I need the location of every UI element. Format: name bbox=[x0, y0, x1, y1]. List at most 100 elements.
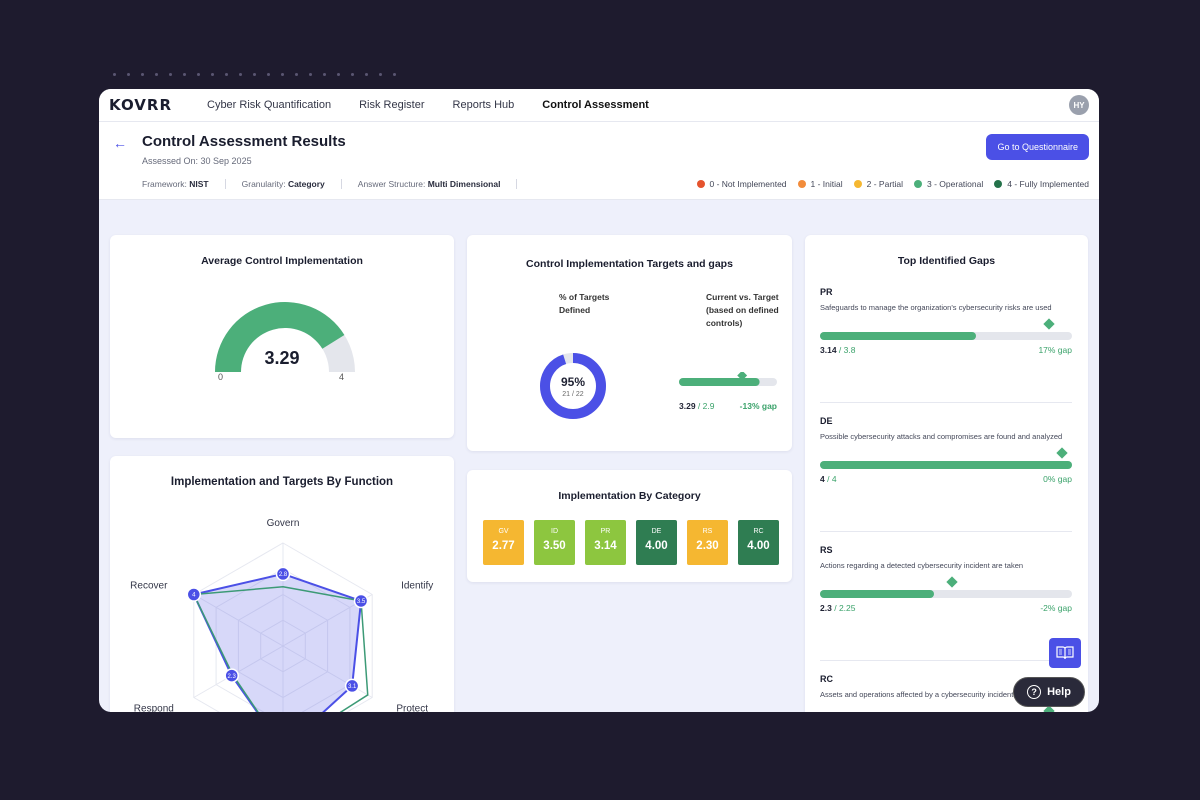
radar-point-label: 3.5 bbox=[357, 599, 366, 605]
help-label: Help bbox=[1047, 686, 1071, 698]
gap-footer: 3.14 / 3.8 17% gap bbox=[820, 345, 1072, 355]
radar-point[interactable] bbox=[344, 678, 360, 694]
gap-progress-bar bbox=[820, 447, 1072, 469]
kovrr-logo[interactable]: KOVRR bbox=[109, 96, 173, 114]
donut-fill bbox=[540, 353, 606, 419]
legend-label: 3 - Operational bbox=[927, 179, 984, 189]
tile-value: 4.00 bbox=[645, 540, 668, 552]
legend-item: 3 - Operational bbox=[914, 179, 983, 189]
gauge-fill bbox=[215, 301, 345, 372]
category-tile-de[interactable]: DE 4.00 bbox=[636, 520, 677, 565]
tile-value: 2.77 bbox=[492, 540, 515, 552]
legend-item: 2 - Partial bbox=[853, 179, 903, 189]
gap-footer: 2.3 / 2.25 -2% gap bbox=[820, 603, 1072, 613]
gap-value: -13% gap bbox=[739, 401, 777, 411]
gap-item-pr[interactable]: PR Safeguards to manage the organization'… bbox=[820, 287, 1072, 355]
current-vs-target-bar bbox=[679, 372, 777, 386]
gap-code: RS bbox=[820, 545, 833, 555]
nav-item-cyber-risk-quantification[interactable]: Cyber Risk Quantification bbox=[207, 99, 332, 111]
legend-swatch bbox=[994, 180, 1003, 188]
category-tile-rc[interactable]: RC 4.00 bbox=[738, 520, 779, 565]
radar-point-label: 2.3 bbox=[228, 674, 237, 680]
gap-code: RC bbox=[820, 674, 833, 684]
legend-swatch bbox=[797, 180, 806, 188]
average-implementation-title: Average Control Implementation bbox=[201, 255, 363, 267]
gauge-value: 3.29 bbox=[264, 348, 300, 368]
category-tiles: GV 2.77 ID 3.50 PR 3.14 DE 4.00 RS 2.30 RC 4.00 bbox=[483, 520, 779, 565]
donut-value: 95% bbox=[560, 375, 586, 389]
function-chart-card: Implementation and Targets By Function 2… bbox=[110, 456, 454, 712]
legend-label: 0 - Not Implemented bbox=[709, 179, 787, 189]
radar-axis-label-govern: Govern bbox=[267, 518, 300, 529]
implementation-gauge bbox=[215, 301, 355, 372]
tile-value: 3.14 bbox=[594, 540, 617, 552]
gap-bar-fill bbox=[820, 332, 977, 340]
gap-divider bbox=[820, 660, 1072, 661]
radar-point-label: 3.1 bbox=[348, 684, 357, 690]
tile-code: DE bbox=[651, 528, 662, 535]
tile-value: 4.00 bbox=[747, 540, 770, 552]
top-nav: KOVRR Cyber Risk Quantification Risk Reg… bbox=[99, 89, 1099, 122]
gap-footer: 4 / 4 0% gap bbox=[820, 474, 1072, 484]
legend-swatch bbox=[914, 180, 923, 188]
gap-percent: -2% gap bbox=[1040, 603, 1072, 613]
meta-granularity: Granularity: Category bbox=[242, 179, 342, 189]
category-tile-id[interactable]: ID 3.50 bbox=[534, 520, 575, 565]
nav-item-control-assessment[interactable]: Control Assessment bbox=[542, 99, 649, 111]
targets-gaps-title: Control Implementation Targets and gaps bbox=[526, 258, 733, 270]
radar-axis-label-protect: Protect bbox=[396, 704, 428, 713]
targets-donut bbox=[540, 353, 606, 419]
gap-item-rs[interactable]: RS Actions regarding a detected cybersecu… bbox=[820, 545, 1072, 613]
tile-code: GV bbox=[498, 528, 509, 535]
gap-target: 2.25 bbox=[838, 603, 856, 613]
book-icon[interactable] bbox=[1049, 638, 1081, 668]
gap-code: DE bbox=[820, 416, 833, 426]
avatar[interactable]: HY bbox=[1069, 95, 1089, 115]
gap-description: Assets and operations affected by a cybe… bbox=[820, 690, 1056, 699]
gap-bar-fill bbox=[820, 590, 935, 598]
radar-spoke bbox=[193, 645, 284, 698]
pct-targets-label: % of Targets Defined bbox=[559, 292, 610, 315]
category-tile-gv[interactable]: GV 2.77 bbox=[483, 520, 524, 565]
nav-item-reports-hub[interactable]: Reports Hub bbox=[452, 99, 515, 111]
gap-code: PR bbox=[820, 287, 833, 297]
radar-point[interactable] bbox=[353, 593, 369, 609]
legend-item: 0 - Not Implemented bbox=[696, 179, 787, 189]
gap-item-rc[interactable]: RC Assets and operations affected by a cy… bbox=[820, 674, 1072, 712]
radar-point[interactable] bbox=[224, 668, 239, 683]
targets-gaps-card: Control Implementation Targets and gaps … bbox=[467, 235, 792, 451]
gap-current: 4 bbox=[820, 474, 825, 484]
function-chart-title: Implementation and Targets By Function bbox=[170, 476, 394, 488]
tile-code: PR bbox=[600, 528, 611, 535]
meta-framework: Framework: NIST bbox=[142, 179, 226, 189]
category-tile-pr[interactable]: PR 3.14 bbox=[585, 520, 626, 565]
average-implementation-card: Average Control Implementation 3.29 0 4 bbox=[110, 235, 454, 438]
target-marker bbox=[737, 372, 748, 381]
app-window: KOVRR Cyber Risk Quantification Risk Reg… bbox=[99, 89, 1099, 712]
legend-swatch bbox=[853, 180, 862, 188]
gap-bar-fill bbox=[820, 461, 1072, 469]
nav-item-risk-register[interactable]: Risk Register bbox=[359, 99, 425, 111]
tile-value: 3.50 bbox=[543, 540, 566, 552]
tile-code: RS bbox=[702, 528, 713, 535]
help-button[interactable]: ? Help bbox=[1013, 677, 1085, 707]
go-to-questionnaire-button[interactable]: Go to Questionnaire bbox=[986, 134, 1089, 160]
gap-target: 4 bbox=[831, 474, 837, 484]
gap-item-de[interactable]: DE Possible cybersecurity attacks and com… bbox=[820, 416, 1072, 484]
category-tile-rs[interactable]: RS 2.30 bbox=[687, 520, 728, 565]
category-card: Implementation By Category GV 2.77 ID 3.50 P… bbox=[467, 470, 792, 582]
gauge-min: 0 bbox=[218, 372, 224, 382]
category-title: Implementation By Category bbox=[558, 490, 701, 502]
meta-answer-structure: Answer Structure: Multi Dimensional bbox=[358, 179, 518, 189]
back-arrow-icon[interactable]: ← bbox=[113, 135, 127, 151]
legend-item: 4 - Fully Implemented bbox=[994, 179, 1089, 189]
radar-point[interactable] bbox=[275, 566, 291, 582]
decorative-dots bbox=[113, 73, 396, 76]
gap-target: 3.8 bbox=[843, 345, 856, 355]
target-marker bbox=[1056, 447, 1068, 459]
radar-point[interactable] bbox=[186, 587, 202, 602]
function-radar-chart: 2.83.53.142.34GovernIdentifyProtectDetec… bbox=[130, 518, 433, 713]
radar-spoke bbox=[193, 594, 284, 647]
assessed-date: Assessed On: 30 Sep 2025 bbox=[142, 156, 252, 166]
target-marker bbox=[946, 576, 958, 588]
